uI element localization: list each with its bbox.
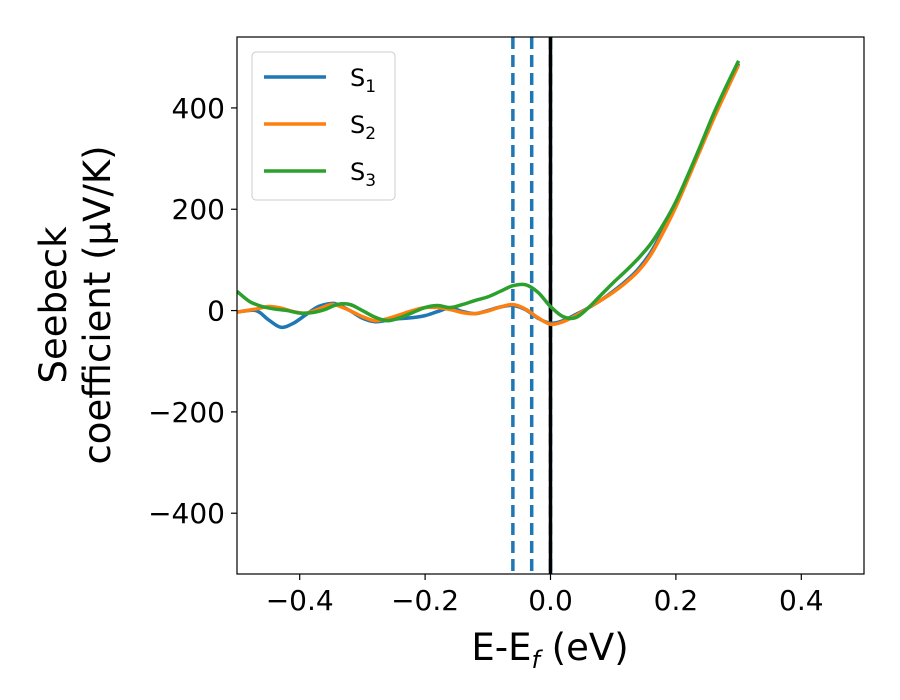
- x-tick-label: 0.2: [654, 584, 699, 617]
- y-tick-label: 0: [207, 295, 225, 328]
- x-axis-label-rest: (eV): [540, 626, 629, 669]
- x-axis-label-base: E-E: [471, 626, 531, 669]
- y-tick-label: 400: [172, 92, 225, 125]
- x-axis-ticks: −0.4 −0.2 0.0 0.2 0.4: [266, 574, 824, 617]
- x-axis-label: E-Ef (eV): [471, 626, 628, 674]
- y-tick-label: −200: [148, 396, 225, 429]
- legend-box: [251, 51, 396, 201]
- y-tick-label: 200: [172, 193, 225, 226]
- series-lines: [237, 60, 741, 330]
- y-axis-label-line2: coefficient (μV/K): [76, 145, 119, 464]
- y-axis-label-line1: Seebeck: [32, 226, 75, 384]
- x-tick-label: −0.4: [266, 584, 334, 617]
- y-axis-label: Seebeck coefficient (μV/K): [32, 145, 119, 464]
- x-tick-label: 0.4: [779, 584, 824, 617]
- x-tick-label: 0.0: [528, 584, 573, 617]
- series-line-s3: [237, 60, 741, 323]
- legend: S1 S2 S3: [251, 51, 396, 201]
- series-line-s2: [237, 64, 741, 327]
- legend-label-s1: S1: [350, 64, 376, 97]
- x-tick-label: −0.2: [391, 584, 459, 617]
- y-tick-label: −400: [148, 497, 225, 530]
- legend-label-s3: S3: [350, 158, 376, 191]
- legend-label-s2: S2: [350, 111, 376, 144]
- y-axis-ticks: −400 −200 0 200 400: [148, 92, 237, 530]
